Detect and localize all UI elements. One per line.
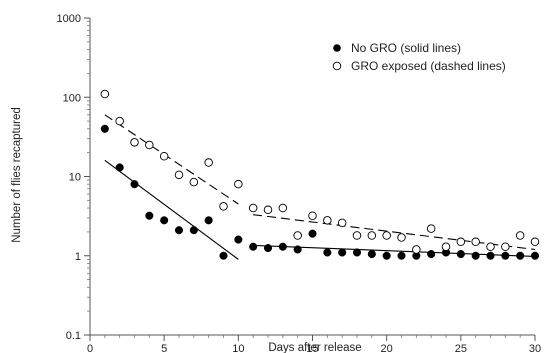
no-gro-point: [382, 251, 391, 260]
no-gro-point: [293, 245, 302, 254]
gro-exposed-point: [367, 231, 377, 240]
legend-label-gro-exposed: GRO exposed (dashed lines): [351, 59, 506, 73]
gro-exposed-point: [426, 224, 436, 233]
gro-exposed-point: [130, 138, 139, 147]
legend-item-gro-exposed: GRO exposed (dashed lines): [332, 59, 506, 73]
gro-exposed-point: [337, 218, 347, 228]
legend-label-no-gro: No GRO (solid lines): [351, 41, 461, 55]
gro-exposed-point: [115, 116, 124, 126]
y-axis-ticks: 0.1 1 10 100 1000: [57, 13, 90, 342]
x-tick-label: 20: [381, 343, 393, 353]
no-gro-point: [501, 251, 510, 260]
gro-exposed-point: [219, 202, 228, 211]
no-gro-point: [427, 250, 436, 259]
gro-exposed-point: [412, 245, 421, 254]
gro-exposed-point: [159, 152, 169, 161]
y-tick-label: 100: [63, 92, 81, 104]
no-gro-point: [278, 242, 287, 251]
solid-fit-line: [104, 159, 239, 260]
no-gro-point: [160, 216, 169, 225]
gro-exposed-point: [530, 237, 540, 247]
gro-exposed-point: [174, 170, 184, 180]
x-axis-ticks: 0 5 10 15 20 25 30: [87, 335, 541, 353]
y-axis-label: Number of flies recaptured: [11, 107, 23, 243]
dashed-fit-line: [104, 114, 239, 205]
no-gro-point: [234, 235, 243, 244]
legend-item-no-gro: No GRO (solid lines): [333, 41, 461, 55]
x-tick-label: 15: [306, 343, 318, 353]
x-tick-label: 25: [455, 343, 467, 353]
no-gro-point: [338, 248, 347, 257]
x-tick-label: 5: [161, 343, 167, 353]
no-gro-point: [530, 251, 540, 260]
gro-exposed-point: [145, 140, 154, 150]
y-tick-label: 10: [69, 172, 81, 184]
gro-exposed-point: [397, 233, 406, 242]
gro-exposed-point: [515, 231, 525, 240]
legend-marker-open-circle: [332, 61, 342, 71]
no-gro-point: [516, 251, 525, 260]
gro-exposed-point: [456, 237, 466, 247]
no-gro-point: [263, 244, 273, 253]
gro-exposed-point: [471, 237, 480, 247]
no-gro-point: [145, 211, 154, 220]
no-gro-point: [397, 251, 406, 260]
gro-exposed-point: [189, 177, 199, 187]
x-tick-label: 10: [232, 343, 244, 353]
no-gro-point: [204, 216, 213, 225]
no-gro-point: [486, 251, 495, 260]
gro-exposed-point: [248, 203, 258, 213]
no-gro-point: [471, 251, 480, 260]
no-gro-point: [219, 251, 228, 260]
no-gro-point: [308, 229, 317, 238]
gro-exposed-point: [263, 205, 273, 215]
gro-exposed-point: [441, 242, 451, 251]
no-gro-point: [130, 180, 139, 189]
gro-exposed-point: [293, 231, 302, 240]
no-gro-point: [323, 248, 332, 257]
legend: No GRO (solid lines) GRO exposed (dashed…: [332, 41, 506, 73]
gro-exposed-point: [278, 203, 288, 213]
y-tick-label: 1: [75, 251, 81, 263]
x-tick-label: 0: [87, 343, 93, 353]
no-gro-point: [189, 226, 198, 235]
gro-exposed-point: [486, 242, 495, 251]
gro-exposed-point: [323, 216, 332, 225]
gro-exposed-point: [234, 179, 243, 189]
gro-exposed-point: [352, 231, 362, 240]
x-axis-label: Days after release: [268, 342, 361, 353]
gro-exposed-point: [501, 242, 510, 251]
fit-lines: [104, 114, 536, 260]
data-points: [100, 89, 540, 260]
y-tick-label: 0.1: [66, 330, 81, 342]
no-gro-point: [100, 124, 109, 133]
y-tick-label: 1000: [57, 13, 81, 25]
no-gro-point: [367, 250, 376, 259]
no-gro-point: [115, 163, 124, 172]
legend-marker-filled-circle: [333, 44, 341, 52]
gro-exposed-point: [100, 89, 110, 99]
gro-exposed-point: [382, 231, 391, 240]
dashed-fit-line: [253, 214, 536, 251]
no-gro-point: [456, 250, 465, 259]
gro-exposed-point: [308, 211, 317, 220]
x-tick-label: 30: [529, 343, 541, 353]
no-gro-point: [249, 242, 258, 251]
gro-exposed-point: [204, 158, 213, 167]
no-gro-point: [174, 226, 184, 235]
no-gro-point: [352, 248, 362, 257]
